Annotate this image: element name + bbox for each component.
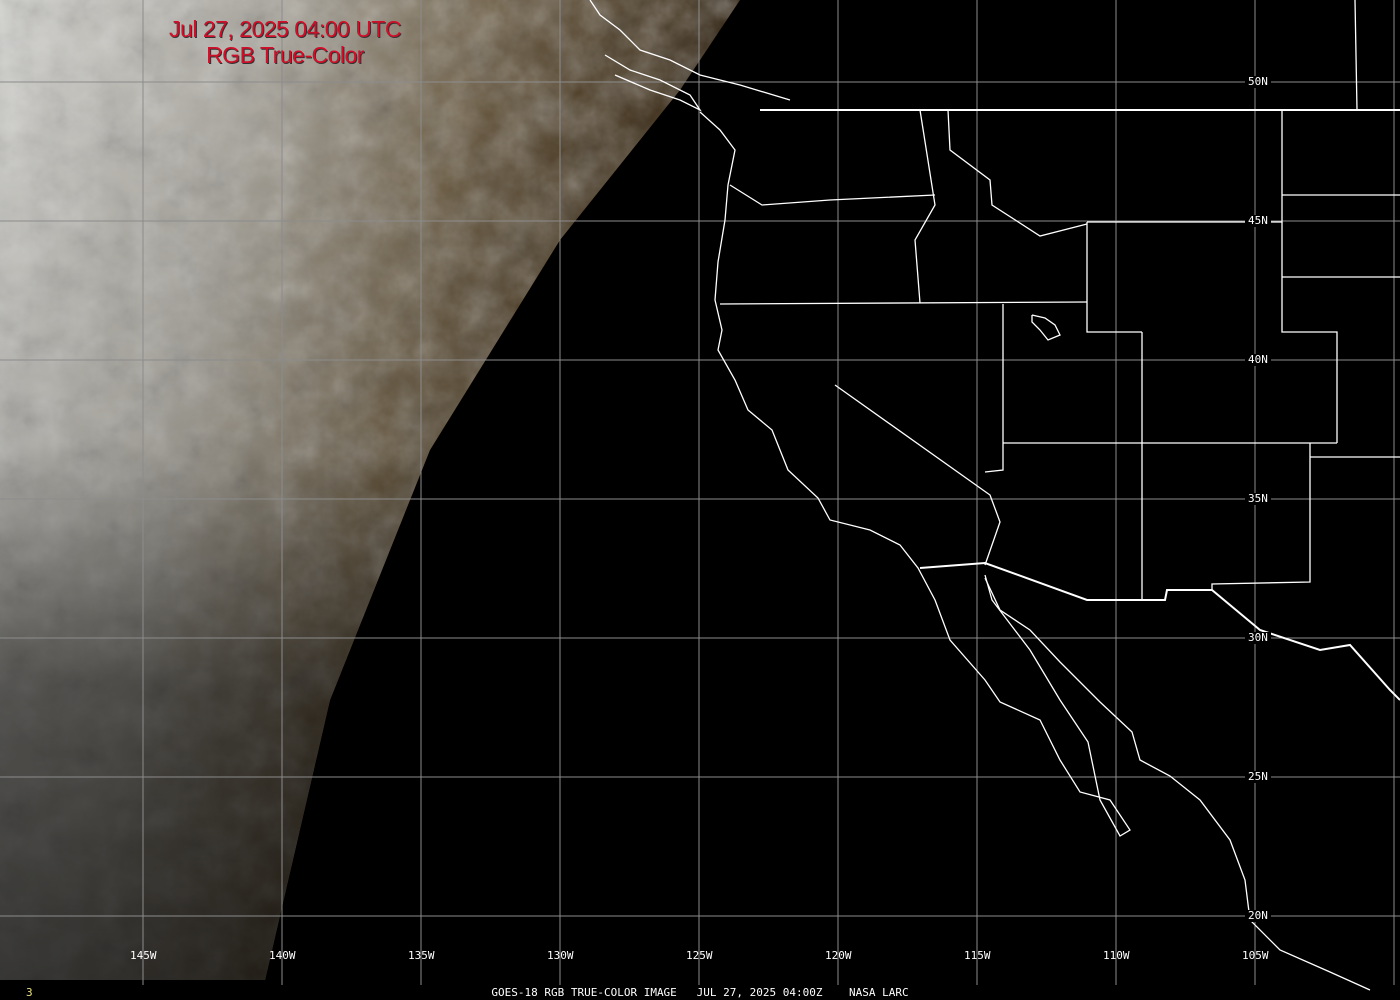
image-caption: GOES-18 RGB TRUE-COLOR IMAGE JUL 27, 202… <box>491 986 909 999</box>
latitude-label: 50N <box>1245 76 1271 88</box>
pacific-coast <box>699 111 1131 837</box>
wyoming-east <box>1281 222 1338 443</box>
coastlines-and-borders <box>589 0 1400 991</box>
latitude-label: 25N <box>1245 771 1271 783</box>
great-salt-lake <box>1031 314 1061 341</box>
or-ca-nv-border <box>719 301 1088 305</box>
longitude-label: 105W <box>1242 949 1269 962</box>
daylight-cloud-imagery <box>0 0 740 980</box>
idaho-montana-border <box>947 109 1088 237</box>
nevada-east <box>984 304 1004 473</box>
idaho-west-border <box>914 109 936 304</box>
longitude-label: 110W <box>1103 949 1130 962</box>
vancouver-island-coast <box>604 54 702 112</box>
mexico-coast <box>984 577 1371 991</box>
longitude-label: 120W <box>825 949 852 962</box>
image-timestamp-title: Jul 27, 2025 04:00 UTC <box>169 16 401 42</box>
longitude-label: 140W <box>269 949 296 962</box>
image-product-title: RGB True-Color <box>206 42 364 68</box>
latitude-label: 35N <box>1245 493 1271 505</box>
longitude-label: 115W <box>964 949 991 962</box>
latitude-label: 40N <box>1245 354 1271 366</box>
nd-mt-border <box>1354 0 1358 111</box>
longitude-label: 125W <box>686 949 713 962</box>
frame-number: 3 <box>26 986 33 999</box>
longitude-label: 145W <box>130 949 157 962</box>
latitude-label: 30N <box>1245 632 1271 644</box>
latitude-label: 20N <box>1245 910 1271 922</box>
longitude-label: 130W <box>547 949 574 962</box>
nm-border <box>1211 443 1311 590</box>
latitude-label: 45N <box>1245 215 1271 227</box>
idaho-east-border <box>1086 222 1142 333</box>
ca-nv-border <box>834 384 1001 566</box>
us-mexico-border <box>919 561 1400 701</box>
wa-or-border <box>729 184 936 206</box>
longitude-label: 135W <box>408 949 435 962</box>
bc-coast <box>589 0 791 101</box>
